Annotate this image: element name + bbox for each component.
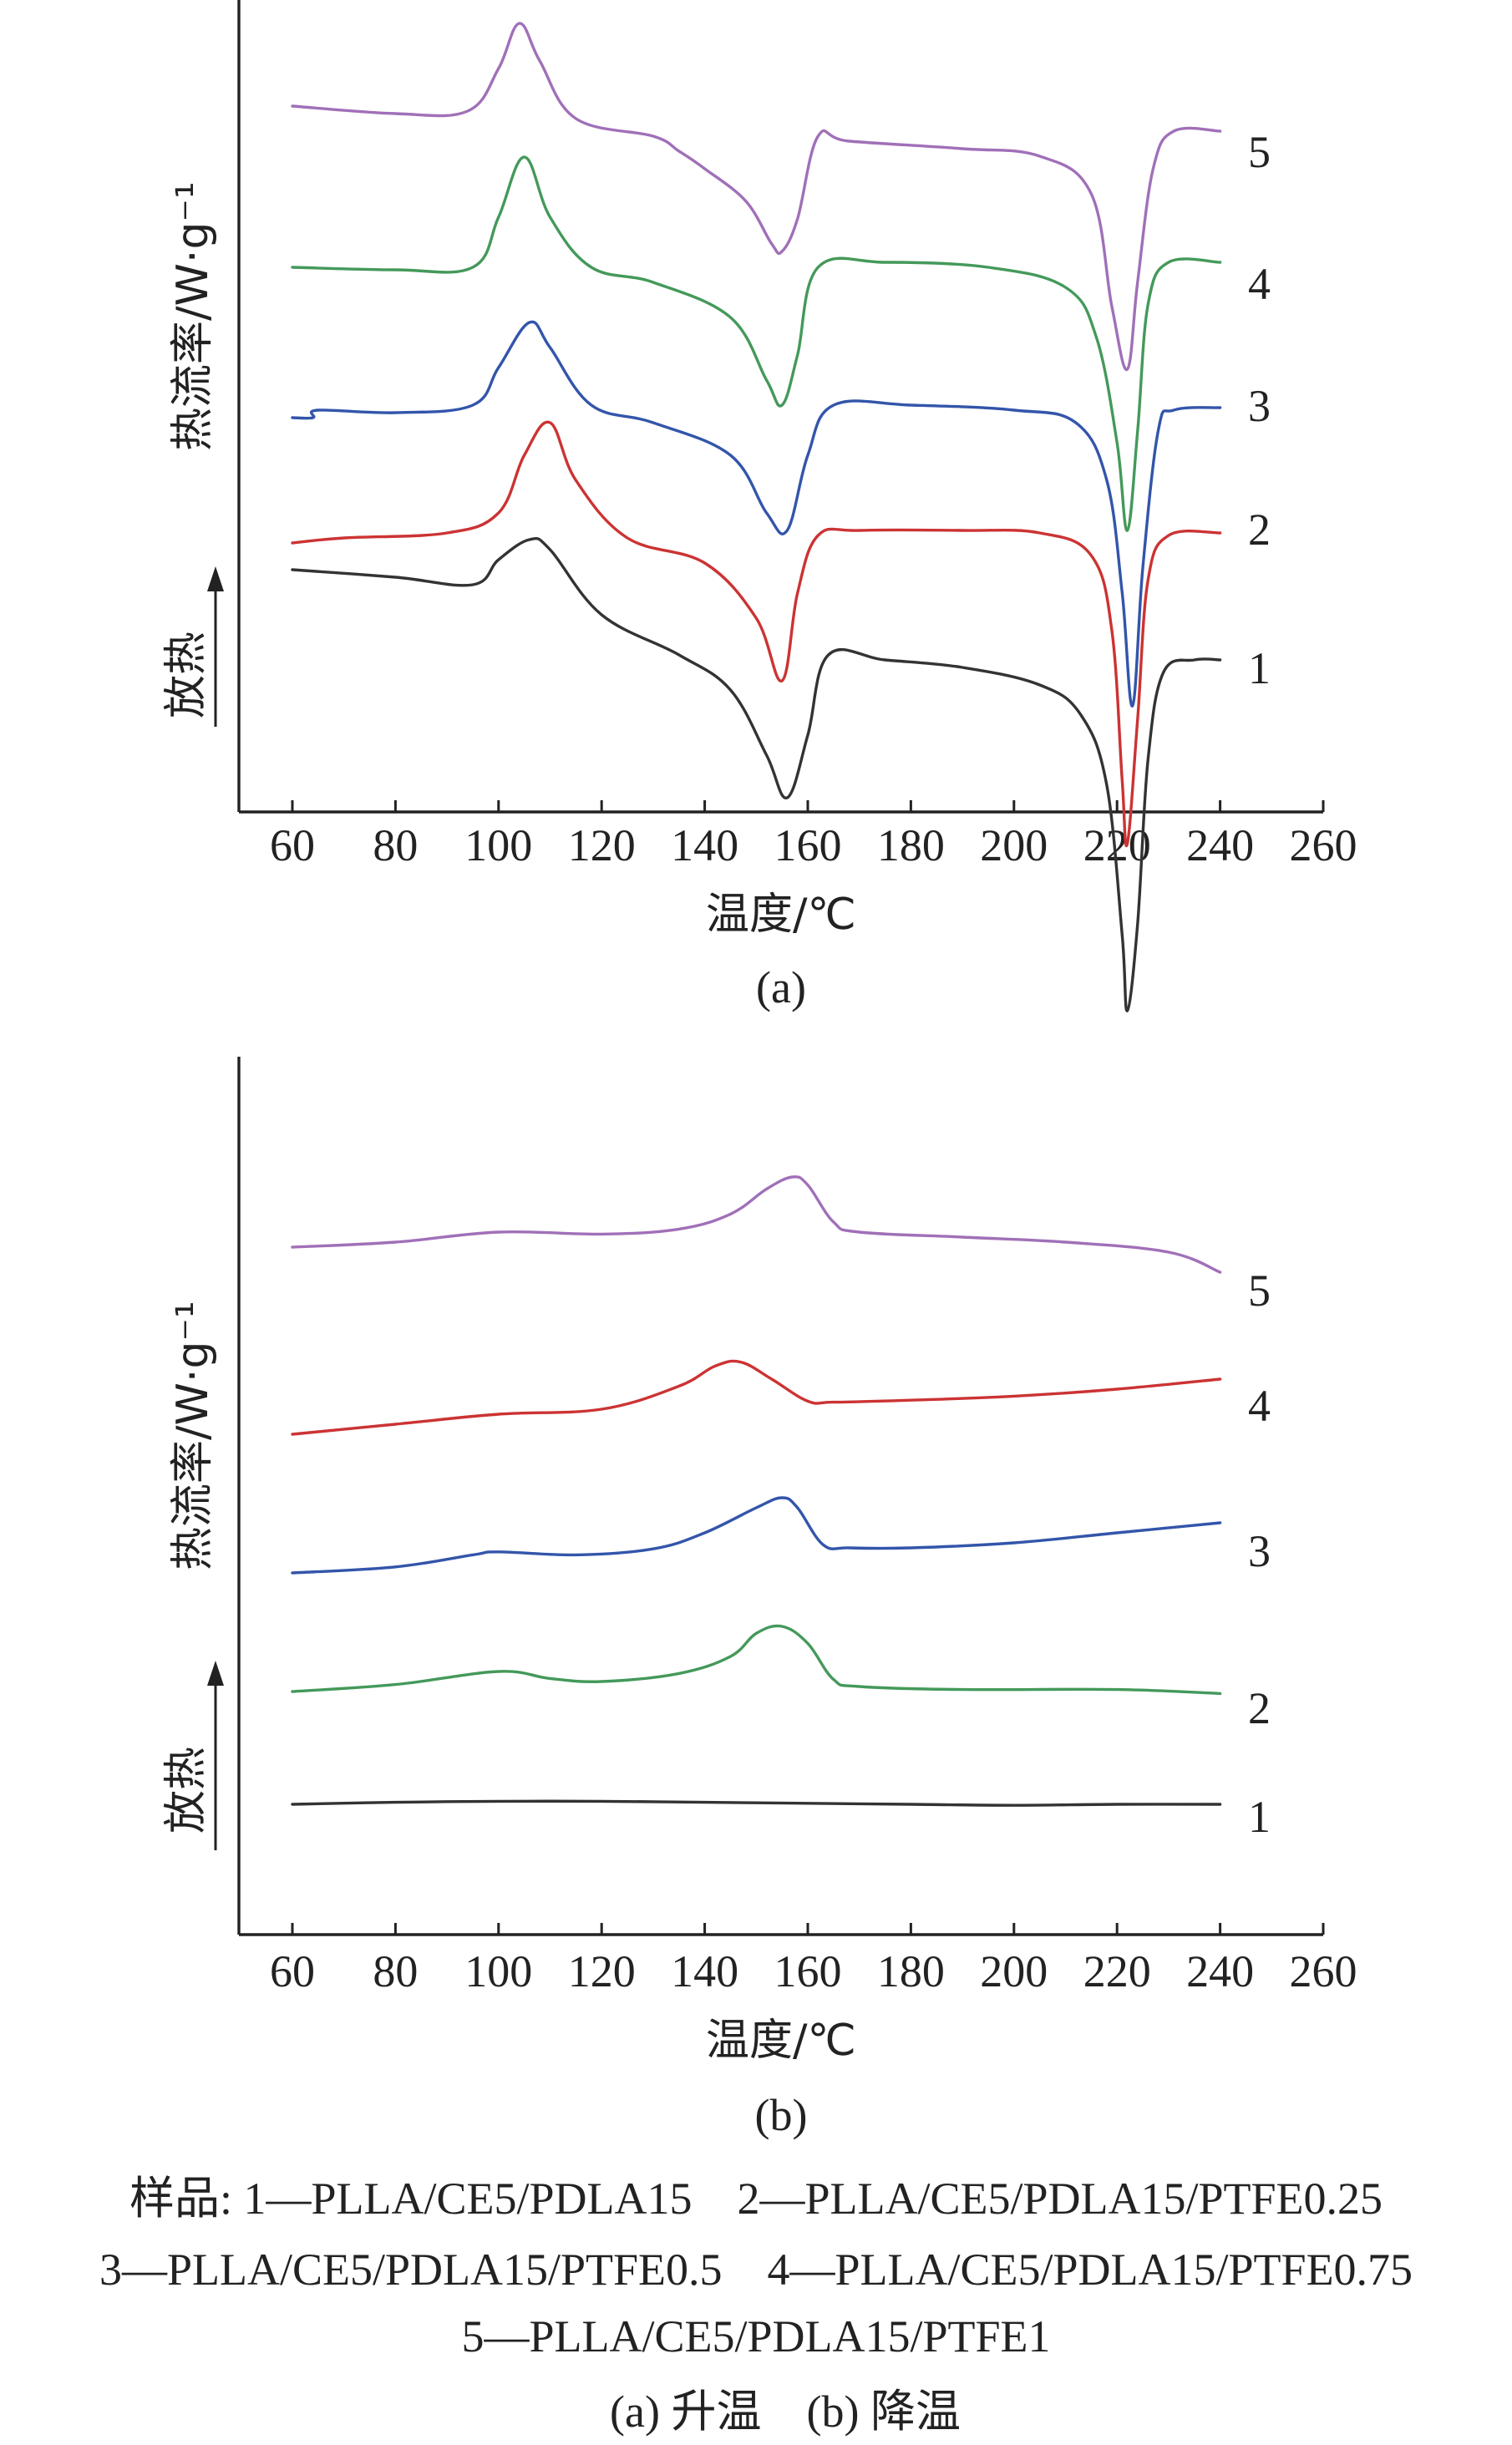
caption-samples-line-2: 3—PLLA/CE5/PDLA15/PTFE0.5 4—PLLA/CE5/PDL… <box>99 2245 1413 2295</box>
panel-b-exotherm-label: 放热 <box>161 1747 211 1834</box>
panel-a-curve-label-5: 5 <box>1248 127 1271 177</box>
panel-b-curve-2 <box>291 1624 1222 1696</box>
panel-b-curves <box>291 1175 1222 1807</box>
caption-subcaption: (a) 升温 (b) 降温 <box>610 2387 961 2437</box>
panel-b-x-tick-label: 260 <box>1290 1946 1357 1996</box>
panel-a-x-axis-label: 温度/℃ <box>706 890 856 940</box>
panel-b-curve-3 <box>291 1496 1222 1575</box>
panel-a-curve-label-2: 2 <box>1248 505 1271 555</box>
panel-a-curve-label-1: 1 <box>1248 643 1271 693</box>
panel-b-curve-labels: 5 4 3 2 1 <box>1248 1266 1271 1842</box>
panel-b-x-tick-label: 180 <box>877 1946 945 1996</box>
panel-a-x-tick-label: 60 <box>270 820 315 870</box>
panel-b-curve-4 <box>291 1359 1222 1436</box>
panel-b-cooling: 60 80 100 120 140 160 180 200 220 240 260 5 4 3 2 1 热流… <box>161 1057 1357 2140</box>
panel-a-x-tick-label: 240 <box>1186 820 1254 870</box>
panel-a-curve-5 <box>291 22 1222 371</box>
panel-a-x-tick-label: 140 <box>671 820 738 870</box>
panel-b-x-tick-label: 120 <box>568 1946 636 1996</box>
panel-b-x-tick-label: 220 <box>1083 1946 1151 1996</box>
panel-b-curve-label-2: 2 <box>1248 1683 1271 1733</box>
panel-a-curve-3 <box>291 320 1222 708</box>
panel-a-x-tick-label: 180 <box>877 820 945 870</box>
panel-a-x-tick-label: 120 <box>568 820 636 870</box>
panel-a-x-tick-label: 160 <box>774 820 842 870</box>
panel-b-x-tick-label: 140 <box>671 1946 738 1996</box>
panel-b-curve-label-1: 1 <box>1248 1792 1271 1842</box>
caption-samples-line-1: 样品: 1—PLLA/CE5/PDLA15 2—PLLA/CE5/PDLA15/… <box>129 2174 1383 2224</box>
panel-b-y-axis-label: 热流率/W·g⁻¹ <box>168 1301 218 1570</box>
panel-b-curve-5 <box>291 1175 1222 1274</box>
panel-b-x-ticks: 60 80 100 120 140 160 180 200 220 240 260 <box>270 1923 1357 1996</box>
panel-a-x-tick-label: 200 <box>980 820 1048 870</box>
panel-b-exotherm-indicator: 放热 <box>161 1661 224 1850</box>
panel-b-panel-label: (b) <box>755 2090 808 2140</box>
panel-b-x-tick-label: 80 <box>373 1946 418 1996</box>
panel-a-y-axis-label: 热流率/W·g⁻¹ <box>168 181 218 451</box>
panel-b-curve-1 <box>291 1799 1222 1807</box>
panel-a-curves <box>291 22 1222 1012</box>
panel-b-curve-label-5: 5 <box>1248 1266 1271 1316</box>
caption-samples-line-3: 5—PLLA/CE5/PDLA15/PTFE1 <box>461 2311 1050 2361</box>
panel-a-curve-label-3: 3 <box>1248 381 1271 431</box>
panel-a-x-tick-label: 80 <box>373 820 418 870</box>
up-arrow-icon <box>207 1661 224 1686</box>
panel-a-exotherm-indicator: 放热 <box>161 566 224 727</box>
panel-b-curve-label-4: 4 <box>1248 1381 1271 1431</box>
up-arrow-icon <box>207 566 224 591</box>
panel-b-x-axis-label: 温度/℃ <box>706 2016 856 2066</box>
panel-b-x-tick-label: 200 <box>980 1946 1048 1996</box>
panel-a-curve-label-4: 4 <box>1248 259 1271 309</box>
panel-b-x-tick-label: 160 <box>774 1946 842 1996</box>
panel-a-curve-2 <box>291 420 1222 848</box>
panel-b-x-tick-label: 240 <box>1186 1946 1254 1996</box>
panel-a-x-tick-label: 100 <box>464 820 532 870</box>
panel-a-curve-1 <box>291 536 1222 1012</box>
panel-a-curve-4 <box>291 155 1222 532</box>
panel-a-x-tick-label: 260 <box>1290 820 1357 870</box>
panel-b-x-tick-label: 60 <box>270 1946 315 1996</box>
panel-b-x-tick-label: 100 <box>464 1946 532 1996</box>
panel-b-curve-label-3: 3 <box>1248 1526 1271 1576</box>
panel-a-curve-labels: 5 4 3 2 1 <box>1248 127 1271 693</box>
figure-caption: 样品: 1—PLLA/CE5/PDLA15 2—PLLA/CE5/PDLA15/… <box>99 2174 1413 2437</box>
panel-a-panel-label: (a) <box>756 962 806 1012</box>
panel-a-x-ticks: 60 80 100 120 140 160 180 200 220 240 260 <box>270 800 1357 870</box>
panel-a-exotherm-label: 放热 <box>161 632 211 718</box>
